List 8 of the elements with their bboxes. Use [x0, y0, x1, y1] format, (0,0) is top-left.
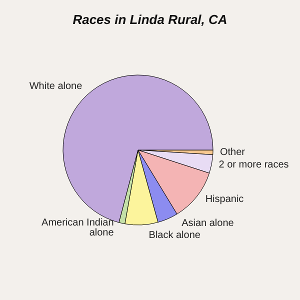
- chart-title: Races in Linda Rural, CA: [72, 12, 228, 27]
- slice-label: American Indian alone: [42, 218, 114, 239]
- slice-label: Hispanic: [205, 194, 244, 206]
- slice-label: Black alone: [148, 230, 201, 241]
- slice-label: Asian alone: [182, 218, 234, 229]
- slice-label: 2 or more races: [218, 159, 289, 170]
- slice-label: White alone: [29, 81, 83, 92]
- slice-label: Other: [220, 147, 246, 158]
